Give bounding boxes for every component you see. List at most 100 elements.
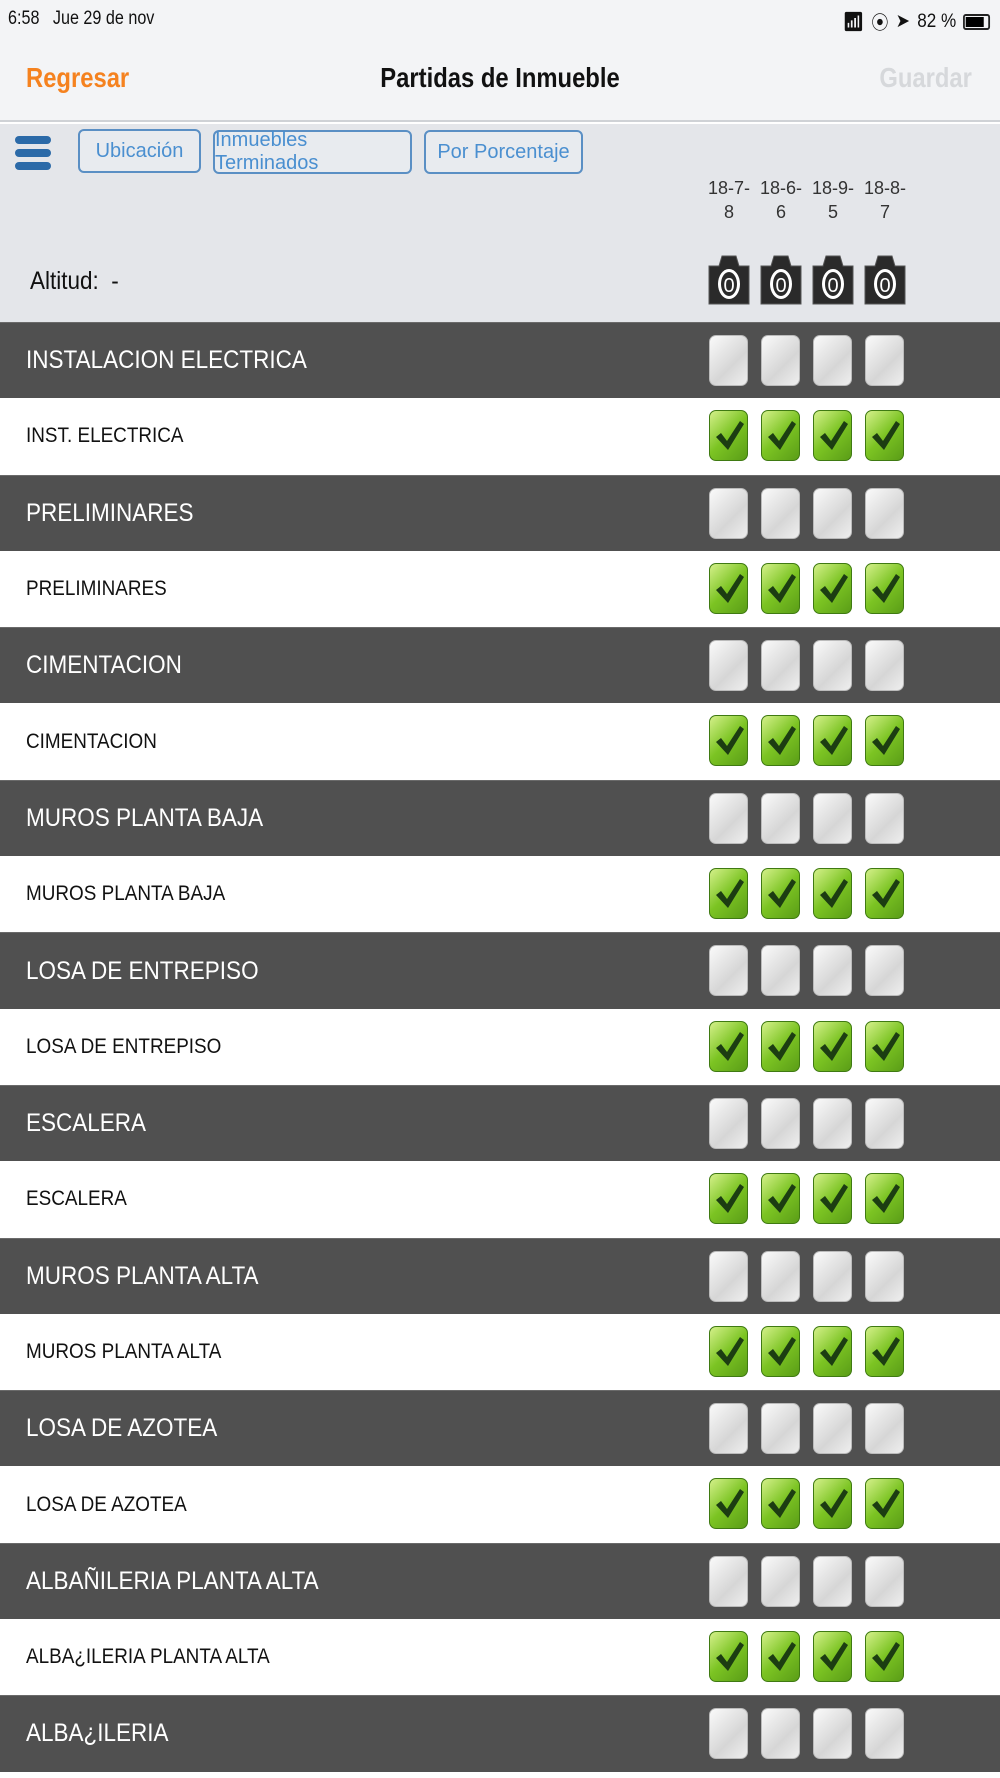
checkbox-checked[interactable] (761, 1173, 800, 1225)
checkbox-unchecked[interactable] (865, 1097, 904, 1149)
by-percentage-button[interactable]: Por Porcentaje (424, 130, 583, 174)
checkbox-unchecked[interactable] (865, 1708, 904, 1760)
checkbox-unchecked[interactable] (813, 640, 852, 692)
checkbox-unchecked[interactable] (761, 487, 800, 539)
checkbox-unchecked[interactable] (709, 1403, 748, 1455)
finished-properties-button[interactable]: Inmuebles Terminados (213, 129, 412, 174)
checkbox-unchecked[interactable] (813, 945, 852, 997)
checkbox-checked[interactable] (761, 1325, 800, 1377)
checkbox-checked[interactable] (813, 1631, 852, 1683)
location-button[interactable]: Ubicación (78, 129, 201, 173)
checkbox-unchecked[interactable] (709, 335, 748, 386)
checkbox-unchecked[interactable] (709, 1555, 748, 1607)
checkbox-checked[interactable] (761, 868, 800, 920)
checkbox-unchecked[interactable] (813, 1403, 852, 1455)
item-row: ESCALERA (0, 1161, 1000, 1238)
checkmark-icon (872, 1031, 900, 1061)
checkbox-checked[interactable] (865, 562, 904, 614)
checkbox-unchecked[interactable] (813, 1097, 852, 1149)
checkbox-checked[interactable] (761, 1020, 800, 1072)
save-button[interactable]: Guardar (879, 62, 972, 93)
checkbox-unchecked[interactable] (865, 1250, 904, 1302)
checkbox-unchecked[interactable] (865, 335, 904, 386)
checkmark-icon (716, 1031, 744, 1061)
hamburger-menu-icon[interactable] (15, 136, 51, 175)
checkbox-unchecked[interactable] (761, 640, 800, 692)
checkbox-checked[interactable] (865, 868, 904, 920)
checkbox-unchecked[interactable] (865, 1555, 904, 1607)
checkbox-checked[interactable] (761, 562, 800, 614)
checkbox-unchecked[interactable] (865, 792, 904, 844)
back-button[interactable]: Regresar (26, 62, 130, 93)
checkbox-unchecked[interactable] (813, 1250, 852, 1302)
checkmark-icon (768, 1489, 796, 1519)
checkbox-unchecked[interactable] (709, 945, 748, 997)
altitude: Altitud: - (30, 267, 119, 295)
column-date: 18-9- 5 (811, 178, 855, 222)
checkbox-unchecked[interactable] (761, 335, 800, 386)
checkbox-checked[interactable] (865, 1478, 904, 1530)
checkbox-checked[interactable] (709, 715, 748, 767)
checkbox-unchecked[interactable] (813, 487, 852, 539)
camera-icon[interactable]: 0 (862, 254, 908, 306)
checkbox-checked[interactable] (865, 410, 904, 462)
checkbox-checked[interactable] (813, 1325, 852, 1377)
checkbox-checked[interactable] (761, 1631, 800, 1683)
checkbox-checked[interactable] (865, 1173, 904, 1225)
checkbox-checked[interactable] (709, 1173, 748, 1225)
checkbox-unchecked[interactable] (761, 1555, 800, 1607)
checkbox-checked[interactable] (813, 1478, 852, 1530)
checkbox-checked[interactable] (813, 562, 852, 614)
checkbox-checked[interactable] (709, 1020, 748, 1072)
checkbox-checked[interactable] (865, 1325, 904, 1377)
checkbox-unchecked[interactable] (761, 1097, 800, 1149)
checkbox-unchecked[interactable] (865, 1403, 904, 1455)
checkbox-unchecked[interactable] (761, 792, 800, 844)
checkbox-checked[interactable] (813, 868, 852, 920)
checkbox-unchecked[interactable] (813, 1708, 852, 1760)
checkbox-unchecked[interactable] (865, 487, 904, 539)
checkbox-checked[interactable] (709, 1478, 748, 1530)
checkmark-icon (716, 421, 744, 451)
checkbox-checked[interactable] (709, 410, 748, 462)
svg-text:0: 0 (827, 275, 838, 297)
checkbox-unchecked[interactable] (709, 1708, 748, 1760)
checkbox-checked[interactable] (709, 1325, 748, 1377)
checkbox-checked[interactable] (709, 868, 748, 920)
checkbox-checked[interactable] (813, 1020, 852, 1072)
checkbox-unchecked[interactable] (709, 640, 748, 692)
camera-icon[interactable]: 0 (706, 254, 752, 306)
checkbox-checked[interactable] (761, 715, 800, 767)
checkbox-checked[interactable] (709, 1631, 748, 1683)
camera-icon[interactable]: 0 (758, 254, 804, 306)
item-row: LOSA DE ENTREPISO (0, 1008, 1000, 1085)
checkbox-unchecked[interactable] (761, 1250, 800, 1302)
group-row: LOSA DE ENTREPISO (0, 932, 1000, 1009)
checkbox-checked[interactable] (761, 1478, 800, 1530)
checkbox-unchecked[interactable] (709, 792, 748, 844)
checkbox-unchecked[interactable] (709, 487, 748, 539)
checkbox-unchecked[interactable] (813, 335, 852, 386)
checkbox-checked[interactable] (761, 410, 800, 462)
checkbox-unchecked[interactable] (813, 1555, 852, 1607)
checkbox-unchecked[interactable] (865, 945, 904, 997)
checkbox-unchecked[interactable] (709, 1250, 748, 1302)
checkbox-checked[interactable] (865, 715, 904, 767)
checkbox-checked[interactable] (709, 562, 748, 614)
column-date: 18-7- 8 (707, 178, 751, 222)
checkmark-icon (820, 726, 848, 756)
checkbox-checked[interactable] (813, 715, 852, 767)
checkbox-unchecked[interactable] (761, 945, 800, 997)
checkbox-checked[interactable] (813, 410, 852, 462)
checkbox-checked[interactable] (865, 1020, 904, 1072)
checkmark-icon (872, 421, 900, 451)
checkbox-unchecked[interactable] (761, 1708, 800, 1760)
checkbox-checked[interactable] (813, 1173, 852, 1225)
row-label: ALBA¿ILERIA PLANTA ALTA (26, 1645, 270, 1669)
checkbox-unchecked[interactable] (761, 1403, 800, 1455)
checkbox-unchecked[interactable] (709, 1097, 748, 1149)
checkbox-unchecked[interactable] (865, 640, 904, 692)
camera-icon[interactable]: 0 (810, 254, 856, 306)
checkbox-unchecked[interactable] (813, 792, 852, 844)
checkbox-checked[interactable] (865, 1631, 904, 1683)
